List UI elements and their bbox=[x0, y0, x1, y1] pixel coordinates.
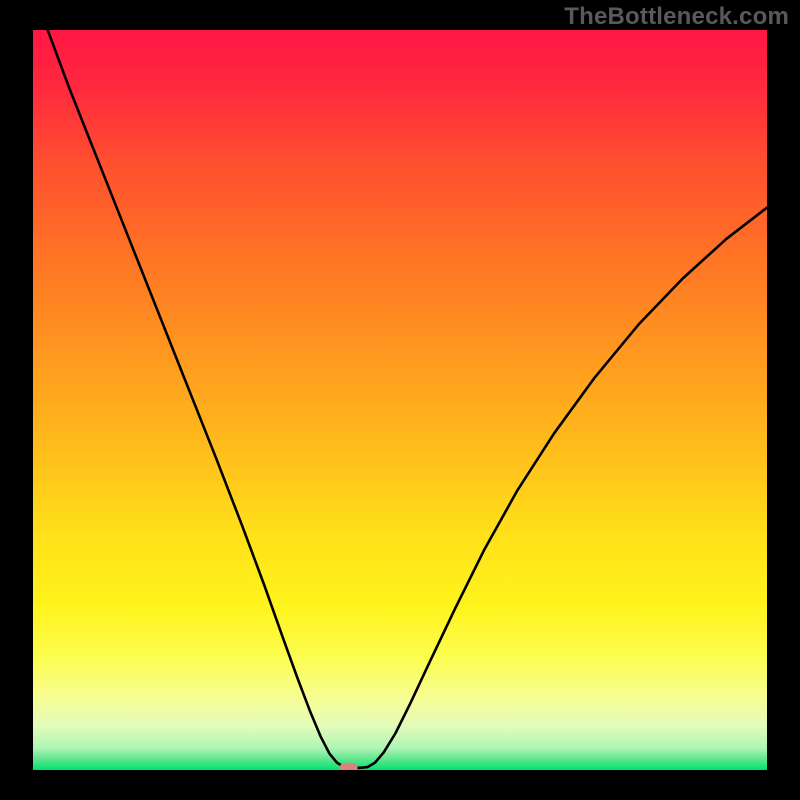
watermark-text: TheBottleneck.com bbox=[564, 3, 789, 31]
optimum-marker bbox=[340, 763, 358, 770]
plot-area bbox=[33, 30, 767, 770]
chart-frame: TheBottleneck.com bbox=[0, 0, 800, 800]
gradient-background bbox=[33, 30, 767, 770]
plot-svg bbox=[33, 30, 767, 770]
